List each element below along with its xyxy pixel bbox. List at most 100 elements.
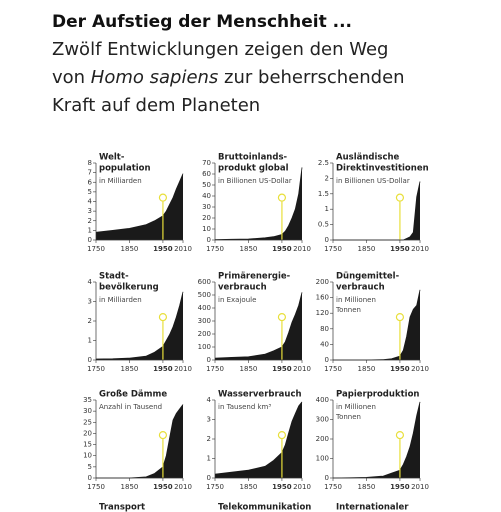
area-line [95,291,184,360]
x-tick-label: 1850 [358,245,376,253]
y-tick-label: 100 [316,455,329,463]
chart-title: verbrauch [218,283,267,293]
x-tick-label: 1750 [206,245,224,253]
year-marker-dot [277,193,287,202]
x-tick-label: 1950 [153,483,173,491]
x-tick-label: 1950 [153,365,173,373]
chart-title: bevölkerung [99,283,159,293]
y-tick-label: 200 [316,278,329,286]
y-tick-label: 30 [83,407,92,415]
y-tick-label: 1 [88,337,92,345]
chart-title: Primärenergie- [218,272,291,282]
chart-title: Telekommunikation [218,503,311,512]
x-tick-label: 2010 [411,483,429,491]
year-marker-dot [158,193,168,202]
chart-title: Stadt- [99,272,129,282]
subtitle-part: von [52,67,91,88]
area-fill [215,401,302,478]
y-tick-label: 0 [325,474,329,482]
page-title: Der Aufstieg der Menschheit ... [52,12,352,32]
y-tick-label: 20 [202,214,211,222]
y-tick-label: 10 [202,225,211,233]
chart-title: produkt global [218,164,289,174]
area-fill [215,167,302,240]
y-tick-label: 2 [88,217,92,225]
x-tick-label: 1850 [121,365,139,373]
chart-title: Düngemittel- [336,272,400,282]
y-tick-label: 10 [83,452,92,460]
y-tick-label: 400 [316,396,329,404]
y-tick-label: 300 [198,317,211,325]
chart-title: Ausländische [336,153,400,163]
year-marker-dot [277,313,287,322]
x-tick-label: 1850 [240,365,258,373]
x-tick-label: 2010 [174,365,192,373]
y-tick-label: 5 [88,463,92,471]
y-tick-label: 50 [202,181,211,189]
chart-unit: in Billionen US-Dollar [336,177,410,185]
y-tick-label: 120 [316,309,329,317]
x-tick-label: 2010 [174,483,192,491]
y-tick-label: 35 [83,396,92,404]
y-tick-label: 3 [88,207,92,215]
area-fill [333,181,420,240]
x-tick-label: 2010 [411,365,429,373]
x-tick-label: 1750 [324,245,342,253]
chart-title: Große Dämme [99,390,167,400]
x-tick-label: 1750 [87,365,105,373]
y-tick-label: 600 [198,278,211,286]
y-tick-label: 1 [88,226,92,234]
year-marker-dot [158,313,168,322]
chart-title: Welt- [99,153,125,163]
y-tick-label: 0 [88,356,92,364]
year-marker-dot [277,431,287,440]
x-tick-label: 1950 [272,245,292,253]
y-tick-label: 0 [325,236,329,244]
y-tick-label: 100 [198,343,211,351]
x-tick-label: 1750 [87,483,105,491]
y-tick-label: 2 [88,317,92,325]
area-line [214,292,303,359]
chart-unit: Tonnen [335,306,361,314]
area-fill [96,173,183,240]
area-line [95,173,184,233]
y-tick-label: 40 [320,340,329,348]
y-tick-label: 4 [207,396,212,404]
x-tick-label: 1850 [121,483,139,491]
y-tick-label: 2 [325,174,329,182]
area-fill [333,401,420,478]
y-tick-label: 300 [316,416,329,424]
year-marker-dot [158,431,168,440]
y-tick-label: 2 [207,435,211,443]
area-line [333,181,421,241]
chart-unit: in Millionen [336,403,376,411]
y-tick-label: 15 [83,441,92,449]
x-tick-label: 1850 [358,483,376,491]
area-fill [96,404,183,478]
year-marker-dot [395,193,405,202]
area-line [332,401,421,479]
chart-title: Papierproduktion [336,390,419,400]
y-tick-label: 200 [316,435,329,443]
y-tick-label: 0 [88,474,92,482]
area-line [214,167,303,240]
y-tick-label: 2.5 [318,159,329,167]
x-tick-label: 1750 [324,483,342,491]
y-tick-label: 60 [202,170,211,178]
y-tick-label: 20 [83,429,92,437]
y-tick-label: 70 [202,159,211,167]
x-tick-label: 2010 [411,245,429,253]
y-tick-label: 1 [207,455,211,463]
y-tick-label: 80 [320,325,329,333]
y-tick-label: 1 [325,205,329,213]
y-tick-label: 30 [202,203,211,211]
x-tick-label: 1850 [121,245,139,253]
chart-title: Transport [99,503,145,512]
y-tick-label: 4 [88,278,93,286]
subtitle-line: Zwölf Entwicklungen zeigen den Weg [52,39,388,60]
y-tick-label: 0 [207,356,211,364]
chart-unit: Tonnen [335,413,361,421]
x-tick-label: 2010 [174,245,192,253]
x-tick-label: 1950 [272,483,292,491]
